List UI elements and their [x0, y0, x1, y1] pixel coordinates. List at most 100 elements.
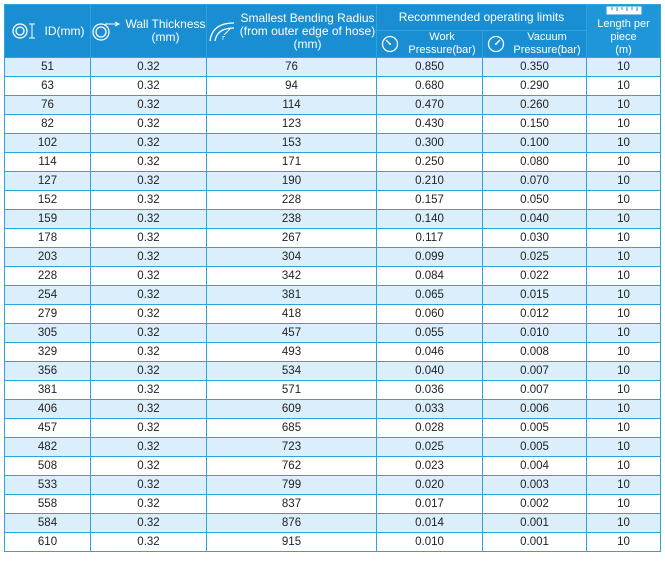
work-pressure-cell: 0.040 [376, 361, 483, 381]
bending-radius-cell: 381 [206, 285, 377, 305]
table-row: 82 0.32 123 0.430 0.150 10 [4, 114, 662, 134]
id-cell: 381 [4, 380, 91, 400]
bending-radius-cell: 123 [206, 114, 377, 134]
wall-thickness-cell: 0.32 [90, 266, 207, 286]
bending-radius-cell: 228 [206, 190, 377, 210]
length-cell: 10 [586, 304, 662, 324]
table-row: 406 0.32 609 0.033 0.006 10 [4, 399, 662, 419]
operating-limits-label: Recommended operating limits [398, 10, 565, 24]
bending-radius-label: Smallest Bending Radius (from outer edge… [239, 10, 376, 51]
vacuum-pressure-header: Vacuum Pressure(bar) [481, 30, 588, 58]
vacuum-pressure-cell: 0.005 [481, 418, 588, 438]
work-pressure-cell: 0.117 [376, 228, 483, 248]
bending-radius-cell: 114 [206, 95, 377, 115]
vacuum-pressure-cell: 0.150 [481, 114, 588, 134]
vacuum-pressure-cell: 0.003 [481, 475, 588, 495]
length-cell: 10 [586, 209, 662, 229]
length-cell: 10 [586, 475, 662, 495]
work-pressure-cell: 0.033 [376, 399, 483, 419]
id-cell: 558 [4, 494, 91, 514]
length-cell: 10 [586, 323, 662, 343]
table-row: 159 0.32 238 0.140 0.040 10 [4, 209, 662, 229]
vacuum-pressure-cell: 0.008 [481, 342, 588, 362]
wall-thickness-cell: 0.32 [90, 475, 207, 495]
bending-radius-cell: 534 [206, 361, 377, 381]
id-cell: 533 [4, 475, 91, 495]
id-cell: 152 [4, 190, 91, 210]
wall-thickness-cell: 0.32 [90, 513, 207, 533]
bending-radius-cell: 609 [206, 399, 377, 419]
bending-radius-cell: 190 [206, 171, 377, 191]
work-pressure-cell: 0.210 [376, 171, 483, 191]
id-cell: 127 [4, 171, 91, 191]
work-pressure-cell: 0.010 [376, 532, 483, 552]
table-row: 508 0.32 762 0.023 0.004 10 [4, 456, 662, 476]
wall-thickness-cell: 0.32 [90, 76, 207, 96]
work-pressure-cell: 0.017 [376, 494, 483, 514]
operating-limits-header: Recommended operating limits [375, 4, 588, 31]
work-pressure-cell: 0.140 [376, 209, 483, 229]
gauge-icon [487, 35, 505, 53]
bending-radius-cell: 457 [206, 323, 377, 343]
vacuum-pressure-cell: 0.022 [481, 266, 588, 286]
table-row: 533 0.32 799 0.020 0.003 10 [4, 475, 662, 495]
id-cell: 102 [4, 133, 91, 153]
length-cell: 10 [586, 152, 662, 172]
wall-thickness-cell: 0.32 [90, 304, 207, 324]
length-cell: 10 [586, 437, 662, 457]
length-cell: 10 [586, 114, 662, 134]
table-row: 178 0.32 267 0.117 0.030 10 [4, 228, 662, 248]
work-pressure-cell: 0.157 [376, 190, 483, 210]
length-label: Length per piece (m) [597, 17, 650, 56]
vacuum-pressure-cell: 0.080 [481, 152, 588, 172]
work-pressure-cell: 0.036 [376, 380, 483, 400]
svg-text:r: r [222, 34, 225, 42]
id-cell: 82 [4, 114, 91, 134]
wall-thickness-cell: 0.32 [90, 380, 207, 400]
vacuum-pressure-cell: 0.001 [481, 532, 588, 552]
vacuum-pressure-label: Vacuum Pressure(bar) [513, 31, 581, 56]
id-cell: 51 [4, 57, 91, 77]
wall-thickness-cell: 0.32 [90, 133, 207, 153]
hose-spec-table: ID(mm) Wall Thickness (mm) [4, 4, 662, 552]
length-cell: 10 [586, 456, 662, 476]
table-row: 127 0.32 190 0.210 0.070 10 [4, 171, 662, 191]
bending-radius-cell: 493 [206, 342, 377, 362]
wall-thickness-cell: 0.32 [90, 228, 207, 248]
table-row: 279 0.32 418 0.060 0.012 10 [4, 304, 662, 324]
vacuum-pressure-cell: 0.004 [481, 456, 588, 476]
bending-radius-cell: 799 [206, 475, 377, 495]
wall-thickness-cell: 0.32 [90, 171, 207, 191]
bending-radius-header: r Smallest Bending Radius (from outer ed… [206, 4, 377, 58]
wall-thickness-cell: 0.32 [90, 209, 207, 229]
wall-thickness-cell: 0.32 [90, 190, 207, 210]
vacuum-pressure-cell: 0.010 [481, 323, 588, 343]
work-pressure-cell: 0.430 [376, 114, 483, 134]
coil-wall-icon [92, 21, 121, 41]
work-pressure-cell: 0.470 [376, 95, 483, 115]
gauge-icon [381, 35, 399, 53]
length-cell: 10 [586, 418, 662, 438]
wall-thickness-cell: 0.32 [90, 114, 207, 134]
wall-thickness-header: Wall Thickness (mm) [90, 4, 207, 58]
table-row: 254 0.32 381 0.065 0.015 10 [4, 285, 662, 305]
wall-thickness-cell: 0.32 [90, 399, 207, 419]
bending-radius-cell: 571 [206, 380, 377, 400]
length-cell: 10 [586, 76, 662, 96]
length-cell: 10 [586, 342, 662, 362]
work-pressure-cell: 0.014 [376, 513, 483, 533]
table-row: 102 0.32 153 0.300 0.100 10 [4, 133, 662, 153]
vacuum-pressure-cell: 0.290 [481, 76, 588, 96]
bending-radius-cell: 915 [206, 532, 377, 552]
table-row: 457 0.32 685 0.028 0.005 10 [4, 418, 662, 438]
table-row: 482 0.32 723 0.025 0.005 10 [4, 437, 662, 457]
work-pressure-cell: 0.084 [376, 266, 483, 286]
id-cell: 406 [4, 399, 91, 419]
table-row: 228 0.32 342 0.084 0.022 10 [4, 266, 662, 286]
table-row: 329 0.32 493 0.046 0.008 10 [4, 342, 662, 362]
id-cell: 329 [4, 342, 91, 362]
wall-thickness-cell: 0.32 [90, 437, 207, 457]
work-pressure-cell: 0.250 [376, 152, 483, 172]
wall-thickness-cell: 0.32 [90, 152, 207, 172]
